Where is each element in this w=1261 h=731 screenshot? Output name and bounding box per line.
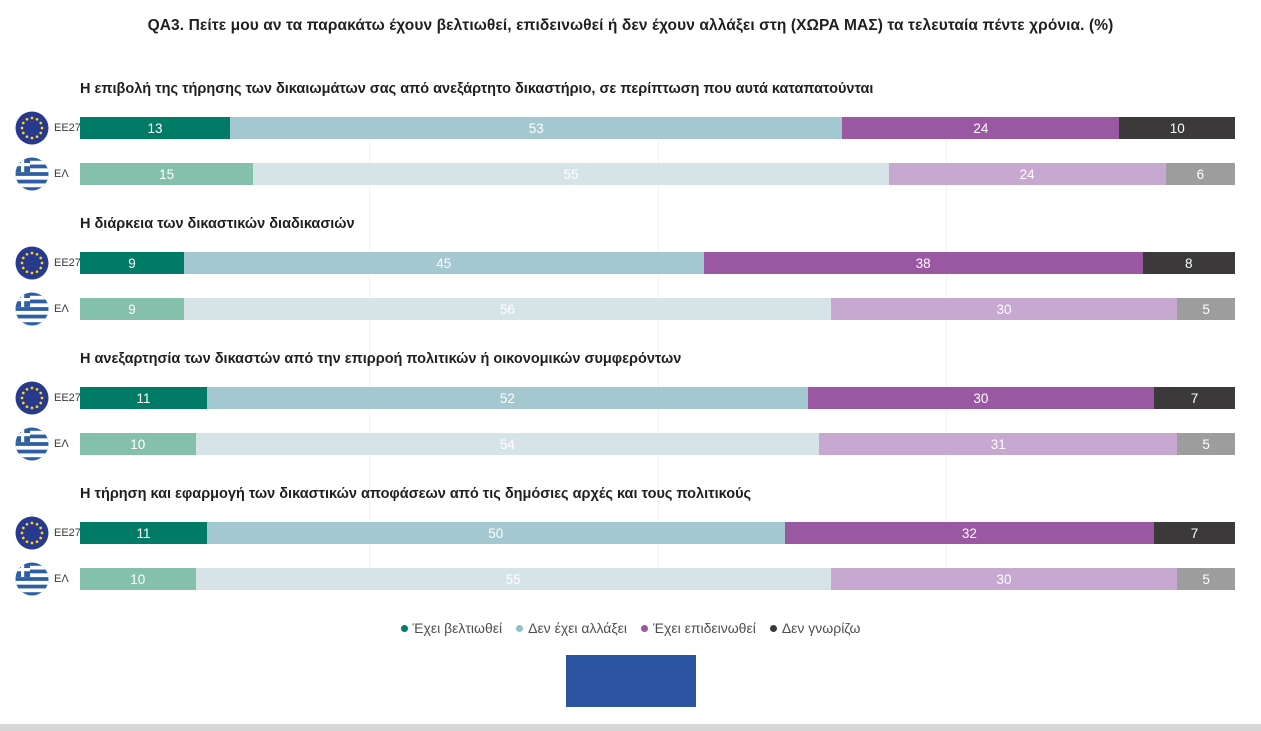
bar-row-el: ΕΛ 10 55 30 5: [15, 562, 1235, 596]
chart-legend: Έχει βελτιωθεί Δεν έχει αλλάξει Έχει επιδε…: [0, 620, 1261, 636]
bar-row-el: ΕΛ 9 56 30 5: [15, 292, 1235, 326]
section-2: Η διάρκεια των δικαστικών διαδικασιών EE2…: [0, 215, 1261, 326]
greece-flag-icon: [15, 427, 49, 461]
bar-segment: 52: [207, 387, 808, 409]
stacked-bar: 10 54 31 5: [80, 433, 1235, 455]
legend-label: Έχει βελτιωθεί: [412, 620, 503, 636]
bar-segment: 13: [80, 117, 231, 139]
bar-segment: 55: [195, 568, 831, 590]
bar-segment: 11: [80, 387, 208, 409]
eu-flag-icon: [15, 246, 49, 280]
chart-title: QA3. Πείτε μου αν τα παρακάτω έχουν βελτ…: [147, 17, 1114, 34]
bar-segment: 24: [842, 117, 1120, 139]
row-label: ΕΛ: [54, 573, 69, 585]
row-label: ΕΛ: [54, 168, 69, 180]
gridline-50: [657, 140, 659, 586]
row-label: EE27: [54, 257, 81, 269]
bar-row-el: ΕΛ 10 54 31 5: [15, 427, 1235, 461]
row-label: ΕΛ: [54, 438, 69, 450]
bar-segment: 11: [80, 522, 208, 544]
bar-segment: 15: [80, 163, 254, 185]
chart-body: Η επιβολή της τήρησης των δικαιωμάτων σα…: [0, 80, 1261, 596]
bar-segment: 31: [819, 433, 1178, 455]
greece-flag-icon: [15, 157, 49, 191]
section-1: Η επιβολή της τήρησης των δικαιωμάτων σα…: [0, 80, 1261, 191]
legend-dot-icon: [769, 624, 777, 632]
greece-flag-icon: [15, 292, 49, 326]
bar-segment: 38: [703, 252, 1143, 274]
section-3-title: Η ανεξαρτησία των δικαστών από την επιρρ…: [80, 351, 682, 367]
section-4: Η τήρηση και εφαρμογή των δικαστικών απο…: [0, 485, 1261, 596]
bar-row-eu: EE27 9 45 38 8: [15, 246, 1235, 280]
legend-dot-icon: [516, 624, 524, 632]
bar-segment: 8: [1142, 252, 1235, 274]
bar-row-eu: EE27 13 53 24 10: [15, 111, 1235, 145]
bar-segment: 50: [207, 522, 785, 544]
chart-sections: Η επιβολή της τήρησης των δικαιωμάτων σα…: [0, 80, 1261, 596]
bar-segment: 6: [1165, 163, 1235, 185]
section-2-title: Η διάρκεια των δικαστικών διαδικασιών: [80, 216, 355, 232]
legend-item-4: Δεν γνωρίζω: [769, 620, 861, 636]
section-4-title: Η τήρηση και εφαρμογή των δικαστικών απο…: [80, 486, 752, 502]
stacked-bar: 11 52 30 7: [80, 387, 1235, 409]
stacked-bar: 11 50 32 7: [80, 522, 1235, 544]
eu-flag-icon: [15, 111, 49, 145]
bar-segment: 56: [183, 298, 831, 320]
logo-placeholder: [565, 655, 696, 707]
bar-segment: 30: [830, 568, 1178, 590]
row-label: ΕΛ: [54, 303, 69, 315]
greece-flag-icon: [15, 562, 49, 596]
row-label: EE27: [54, 527, 81, 539]
section-1-title: Η επιβολή της τήρησης των δικαιωμάτων σα…: [80, 81, 874, 97]
bar-segment: 30: [830, 298, 1178, 320]
legend-item-3: Έχει επιδεινωθεί: [641, 620, 756, 636]
bar-segment: 54: [195, 433, 820, 455]
stacked-bar: 13 53 24 10: [80, 117, 1235, 139]
gridlines: [80, 140, 1235, 586]
gridline-25: [368, 140, 370, 586]
bar-segment: 53: [230, 117, 843, 139]
bar-segment: 10: [1119, 117, 1235, 139]
legend-item-1: Έχει βελτιωθεί: [400, 620, 503, 636]
horizontal-scrollbar[interactable]: [0, 724, 1261, 731]
legend-item-2: Δεν έχει αλλάξει: [516, 620, 627, 636]
row-label: EE27: [54, 122, 81, 134]
bar-segment: 30: [807, 387, 1155, 409]
bar-segment: 5: [1177, 568, 1235, 590]
stacked-bar: 15 55 24 6: [80, 163, 1235, 185]
bar-segment: 10: [80, 568, 196, 590]
bar-segment: 10: [80, 433, 196, 455]
legend-label: Δεν γνωρίζω: [781, 620, 861, 636]
stacked-bar: 9 56 30 5: [80, 298, 1235, 320]
eu-flag-icon: [15, 381, 49, 415]
bar-segment: 9: [80, 298, 184, 320]
bar-segment: 9: [80, 252, 184, 274]
legend-label: Δεν έχει αλλάξει: [528, 620, 628, 636]
row-label: EE27: [54, 392, 81, 404]
legend-dot-icon: [641, 624, 649, 632]
gridline-75: [946, 140, 948, 586]
bar-segment: 24: [888, 163, 1166, 185]
section-3: Η ανεξαρτησία των δικαστών από την επιρρ…: [0, 350, 1261, 461]
bar-row-el: ΕΛ 15 55 24 6: [15, 157, 1235, 191]
legend-dot-icon: [400, 624, 408, 632]
legend-label: Έχει επιδεινωθεί: [653, 620, 756, 636]
bar-row-eu: EE27 11 50 32 7: [15, 516, 1235, 550]
bar-segment: 5: [1177, 433, 1235, 455]
bar-segment: 5: [1177, 298, 1235, 320]
bar-segment: 55: [253, 163, 889, 185]
stacked-bar: 9 45 38 8: [80, 252, 1235, 274]
bar-row-eu: EE27 11 52 30 7: [15, 381, 1235, 415]
eu-flag-icon: [15, 516, 49, 550]
bar-segment: 45: [183, 252, 704, 274]
stacked-bar: 10 55 30 5: [80, 568, 1235, 590]
bar-segment: 7: [1154, 522, 1235, 544]
bar-segment: 32: [784, 522, 1155, 544]
bar-segment: 7: [1154, 387, 1235, 409]
